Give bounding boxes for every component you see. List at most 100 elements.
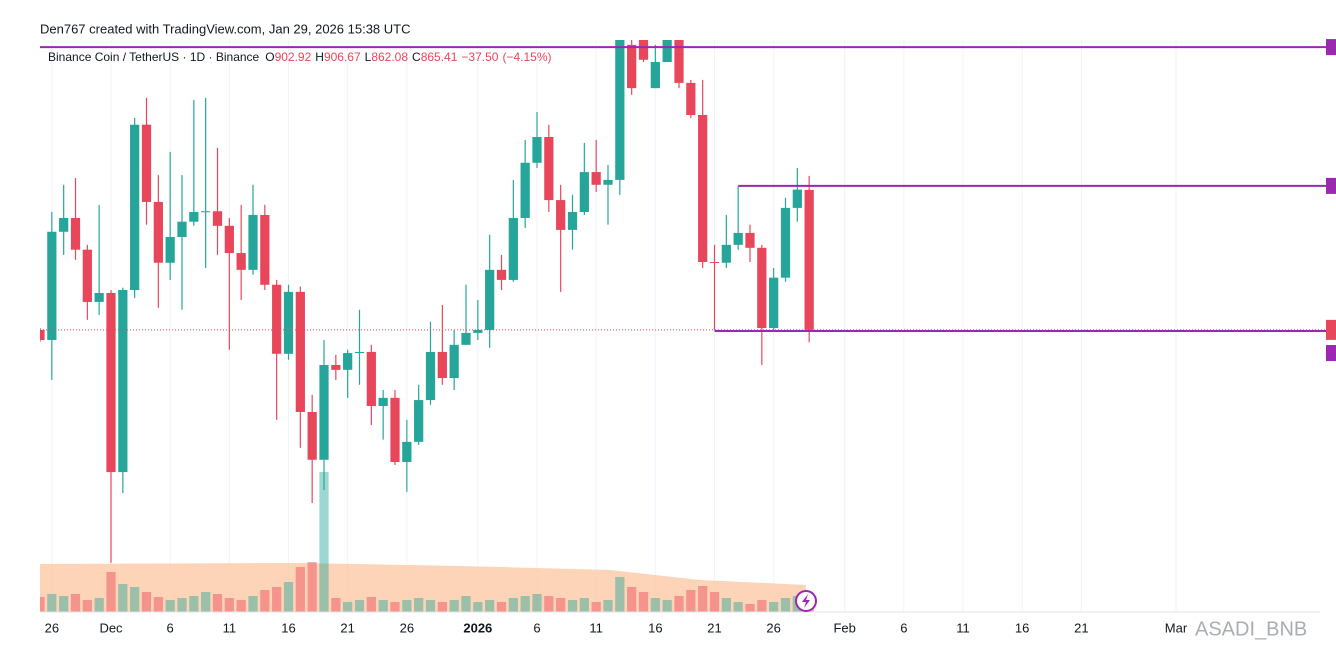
volume-bar bbox=[248, 596, 258, 612]
candle-body bbox=[709, 262, 720, 264]
plot bbox=[40, 40, 814, 612]
volume-bar bbox=[47, 594, 57, 612]
volume-bar bbox=[236, 600, 246, 612]
volume-bar bbox=[319, 472, 329, 612]
volume-bar bbox=[283, 582, 294, 612]
candle-body bbox=[733, 232, 743, 245]
volume-bar bbox=[94, 598, 104, 612]
volume-bar bbox=[662, 600, 672, 612]
volume-bar bbox=[177, 598, 187, 612]
symbol: Binance Coin / TetherUS · 1D · Binance bbox=[48, 50, 260, 64]
candle-body bbox=[224, 225, 234, 254]
volume-bar bbox=[70, 594, 81, 612]
volume-bar bbox=[414, 598, 424, 612]
candle-body bbox=[745, 232, 755, 248]
candle-body bbox=[153, 201, 163, 263]
candle-body bbox=[236, 253, 246, 270]
volume-bar bbox=[82, 600, 92, 612]
candle-body bbox=[366, 351, 376, 407]
legend-value: 906.67 bbox=[324, 50, 361, 64]
legend-value: 862.08 bbox=[371, 50, 408, 64]
candle-body bbox=[212, 211, 223, 226]
volume-bar bbox=[295, 567, 305, 612]
volume-bar bbox=[118, 584, 128, 612]
candle-body bbox=[70, 217, 81, 250]
x-tick-label: 11 bbox=[589, 620, 603, 635]
legend-key: L bbox=[365, 50, 372, 64]
candle-body bbox=[118, 289, 128, 473]
x-tick-label: 16 bbox=[1015, 620, 1029, 635]
volume-bar bbox=[615, 577, 625, 612]
volume-bar bbox=[544, 596, 554, 612]
x-tick-label: 21 bbox=[707, 620, 721, 635]
candle-body bbox=[141, 124, 152, 202]
candle-body bbox=[603, 179, 613, 185]
volume-bar bbox=[532, 594, 542, 612]
volume-bar bbox=[780, 598, 791, 612]
volume-bar bbox=[390, 602, 400, 612]
candle-body bbox=[638, 40, 649, 60]
volume-bar bbox=[366, 597, 376, 612]
legend-change: −37.50 bbox=[461, 50, 498, 64]
legend-key: O bbox=[265, 50, 274, 64]
volume-bar bbox=[627, 587, 637, 612]
legend-key: C bbox=[412, 50, 421, 64]
candle-body bbox=[615, 40, 625, 180]
x-tick-label: Mar bbox=[1165, 620, 1188, 635]
event-icon-bolt bbox=[802, 594, 810, 608]
candle-body bbox=[449, 344, 459, 379]
last-price-tag bbox=[1326, 319, 1336, 340]
volume-bar bbox=[59, 596, 69, 612]
volume-bar bbox=[485, 600, 495, 612]
candle-body bbox=[307, 412, 317, 460]
volume-bar bbox=[721, 598, 731, 612]
legend: Binance Coin / TetherUS · 1D · Binance O9… bbox=[48, 50, 551, 64]
volume-bar bbox=[757, 600, 767, 612]
volume-ma-area bbox=[40, 563, 806, 612]
volume-bar bbox=[260, 590, 270, 612]
candle-body bbox=[804, 189, 814, 330]
candle-body bbox=[414, 400, 424, 442]
x-tick-label: 2026 bbox=[463, 620, 492, 635]
level-tag bbox=[1326, 345, 1336, 362]
candle-body bbox=[508, 217, 518, 280]
candle-body bbox=[520, 162, 530, 218]
volume-bar bbox=[343, 602, 353, 612]
volume-bar bbox=[567, 600, 578, 612]
candle-body bbox=[59, 217, 69, 232]
candle-body bbox=[650, 62, 660, 89]
volume-bar bbox=[674, 596, 684, 612]
x-tick-label: 6 bbox=[533, 620, 540, 635]
candle-body bbox=[283, 291, 294, 354]
candle-body bbox=[354, 351, 365, 354]
legend-key: H bbox=[315, 50, 324, 64]
candle-body bbox=[698, 114, 708, 263]
volume-bar bbox=[520, 596, 530, 612]
volume-bar bbox=[307, 562, 317, 612]
x-tick-label: 21 bbox=[1074, 620, 1088, 635]
candle-body bbox=[47, 231, 57, 340]
volume-bar bbox=[745, 604, 755, 612]
volume-bar bbox=[449, 600, 459, 612]
x-tick-label: Dec bbox=[99, 620, 123, 635]
candle-body bbox=[106, 292, 116, 473]
candle-body bbox=[662, 40, 672, 63]
candle-body bbox=[130, 124, 140, 290]
volume-bar bbox=[130, 587, 140, 612]
volume-bar bbox=[733, 602, 743, 612]
volume-bar bbox=[153, 597, 163, 612]
legend-value: 902.92 bbox=[275, 50, 312, 64]
candle-body bbox=[201, 211, 211, 213]
volume-bar bbox=[473, 602, 483, 612]
volume-bar bbox=[40, 597, 45, 612]
volume-bar bbox=[201, 592, 211, 612]
candle-body bbox=[556, 200, 566, 230]
volume-bar bbox=[331, 598, 341, 612]
candle-body bbox=[674, 40, 684, 83]
x-tick-label: 21 bbox=[340, 620, 354, 635]
x-tick-label: 26 bbox=[766, 620, 780, 635]
volume-bar bbox=[769, 602, 779, 612]
candle-body bbox=[780, 207, 791, 278]
volume-bar bbox=[650, 598, 660, 612]
